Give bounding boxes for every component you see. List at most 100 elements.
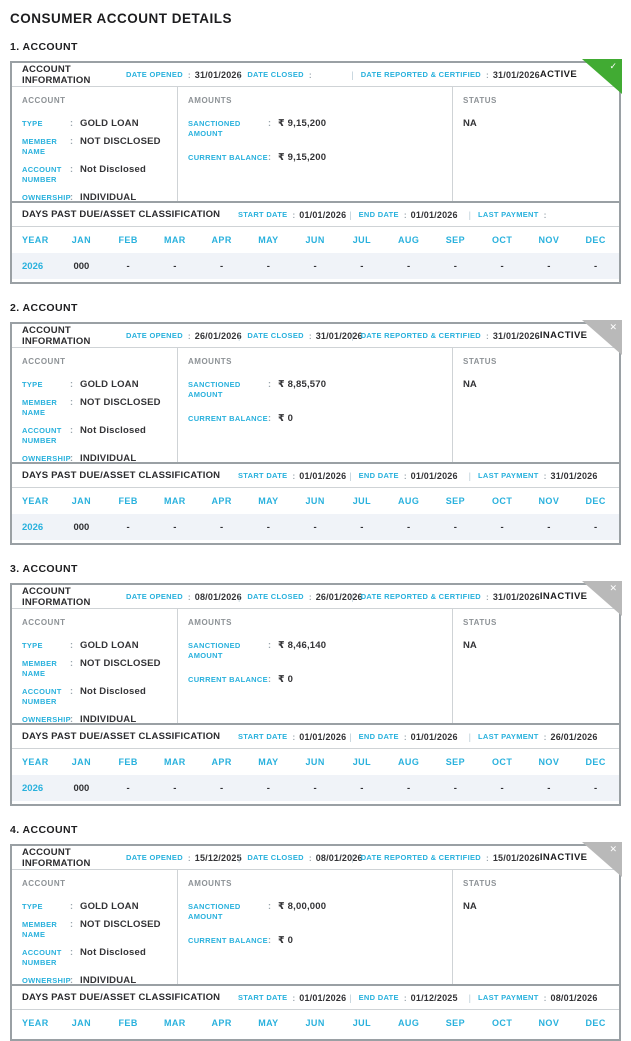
separator-pipe: |: [238, 330, 241, 341]
account-column: ACCOUNT TYPE : GOLD LOAN MEMBER NAME : N…: [12, 87, 178, 203]
month-header-cell: APR: [211, 496, 232, 506]
end-date-value: 01/12/2025: [410, 992, 458, 1003]
dpd-table-body: 2026 000 - - - - - - - - - - -: [12, 514, 619, 540]
date-opened-value: 15/12/2025: [194, 852, 242, 863]
month-header-cell: NOV: [538, 496, 560, 506]
dpd-value-cell: -: [360, 260, 364, 272]
account-card: ACCOUNT INFORMATION DATE OPENED : 26/01/…: [10, 320, 622, 545]
start-date-value: 01/01/2026: [299, 209, 347, 220]
month-header-cell: MAY: [258, 757, 279, 767]
month-header-cell: YEAR: [22, 1018, 49, 1028]
end-date-value: 01/01/2026: [410, 731, 458, 742]
colon: :: [70, 686, 73, 696]
month-header-cell: MAR: [164, 235, 186, 245]
month-header-cell: MAY: [258, 235, 279, 245]
type-value: GOLD LOAN: [80, 379, 139, 390]
last-payment-label: LAST PAYMENT: [477, 732, 539, 741]
month-header-cell: MAR: [164, 1018, 186, 1028]
dpd-value-cell: -: [266, 260, 270, 272]
year-cell: 2026: [22, 260, 44, 272]
current-balance-value: ₹ 9,15,200: [278, 152, 327, 163]
colon: :: [543, 470, 547, 481]
colon: :: [485, 330, 489, 341]
sanctioned-amount-label: SANCTIONED AMOUNT: [188, 641, 241, 660]
colon: :: [403, 992, 407, 1003]
current-balance-label: CURRENT BALANCE: [188, 675, 268, 684]
date-closed-value: 26/01/2026: [315, 591, 363, 602]
current-balance-field: CURRENT BALANCE : ₹ 0: [188, 413, 442, 424]
month-header-cell: FEB: [118, 1018, 138, 1028]
month-header-cell: AUG: [398, 496, 420, 506]
ownership-label: OWNERSHIP: [22, 715, 71, 724]
amounts-column: AMOUNTS SANCTIONED AMOUNT : ₹ 8,85,570 C…: [178, 348, 453, 462]
colon: :: [308, 852, 312, 863]
month-header-cell: SEP: [445, 496, 465, 506]
year-cell: 2026: [22, 521, 44, 533]
date-reported-certified-value: 31/01/2026: [492, 69, 540, 80]
account-number-value: Not Disclosed: [80, 947, 146, 958]
account-section-title: 1. ACCOUNT: [10, 41, 78, 53]
account-section: 2. ACCOUNT ACCOUNT INFORMATION DATE OPEN…: [10, 302, 622, 545]
dpd-value-cell: -: [313, 782, 317, 794]
month-header-cell: FEB: [118, 496, 138, 506]
status-column: STATUS NA: [453, 87, 619, 201]
month-header-cell: OCT: [492, 235, 513, 245]
account-detail-columns: ACCOUNT TYPE : GOLD LOAN MEMBER NAME : N…: [12, 87, 619, 203]
month-header-cell: JAN: [71, 235, 91, 245]
start-date-group: START DATE : 01/01/2026: [238, 993, 346, 1003]
status-column-header: STATUS: [463, 618, 497, 627]
dpd-table-header: YEAR JAN FEB MAR APR MAY JUN JUL AUG SEP OCT NOV DEC: [12, 488, 619, 514]
account-information-label: ACCOUNT INFORMATION: [22, 846, 91, 869]
separator-pipe: |: [349, 992, 352, 1003]
account-column: ACCOUNT TYPE : GOLD LOAN MEMBER NAME : N…: [12, 870, 178, 986]
start-date-label: START DATE: [238, 471, 288, 480]
status-badge: INACTIVE: [539, 591, 588, 602]
last-payment-group: LAST PAYMENT : 08/01/2026: [478, 993, 598, 1003]
end-date-label: END DATE: [358, 210, 399, 219]
amounts-column-header: AMOUNTS: [188, 96, 232, 105]
account-number-value: Not Disclosed: [80, 425, 146, 436]
date-closed-label: DATE CLOSED: [247, 331, 304, 340]
accounts-list: 1. ACCOUNT ACCOUNT INFORMATION DATE OPEN…: [10, 41, 622, 1041]
dpd-data-row: 2026 000 - - - - - - - - - - -: [12, 775, 619, 801]
last-payment-group: LAST PAYMENT : 31/01/2026: [478, 471, 598, 481]
dpd-table-header: YEAR JAN FEB MAR APR MAY JUN JUL AUG SEP OCT NOV DEC: [12, 749, 619, 775]
dpd-value-cell: -: [360, 521, 364, 533]
status-value: NA: [463, 901, 477, 912]
month-header-cell: AUG: [398, 757, 420, 767]
dpd-value-cell: -: [500, 782, 504, 794]
dpd-value-cell: -: [266, 782, 270, 794]
member-name-label: MEMBER NAME: [22, 137, 58, 156]
month-header-cell: JUN: [305, 1018, 325, 1028]
member-name-label: MEMBER NAME: [22, 920, 58, 939]
account-card: ACCOUNT INFORMATION DATE OPENED : 08/01/…: [10, 581, 622, 806]
dpd-value-cell: -: [453, 782, 457, 794]
end-date-label: END DATE: [358, 993, 399, 1002]
colon: :: [403, 731, 407, 742]
dpd-value-cell: -: [453, 521, 457, 533]
month-header-cell: NOV: [538, 1018, 560, 1028]
account-column-header: ACCOUNT: [22, 879, 66, 888]
month-header-cell: OCT: [492, 496, 513, 506]
colon: :: [187, 69, 191, 80]
colon: :: [70, 901, 73, 911]
account-section-title: 4. ACCOUNT: [10, 824, 78, 836]
colon: :: [187, 330, 191, 341]
ownership-field: OWNERSHIP : INDIVIDUAL: [22, 192, 167, 203]
separator-pipe: |: [351, 591, 354, 602]
account-column-header: ACCOUNT: [22, 357, 66, 366]
amounts-column: AMOUNTS SANCTIONED AMOUNT : ₹ 8,00,000 C…: [178, 870, 453, 984]
date-opened-label: DATE OPENED: [126, 331, 183, 340]
date-opened-label: DATE OPENED: [126, 70, 183, 79]
month-header-cell: SEP: [445, 1018, 465, 1028]
account-number-label: ACCOUNT NUMBER: [22, 687, 62, 706]
dpd-value-cell: 000: [73, 782, 90, 794]
status-badge: INACTIVE: [539, 330, 588, 341]
start-date-label: START DATE: [238, 210, 288, 219]
colon: :: [543, 992, 547, 1003]
year-cell: 2026: [22, 782, 44, 794]
current-balance-value: ₹ 0: [278, 674, 294, 685]
dpd-data-row: 2026 000 - - - - - - - - - - -: [12, 514, 619, 540]
month-header-cell: FEB: [118, 757, 138, 767]
status-ribbon-icon: ✓: [609, 61, 617, 71]
